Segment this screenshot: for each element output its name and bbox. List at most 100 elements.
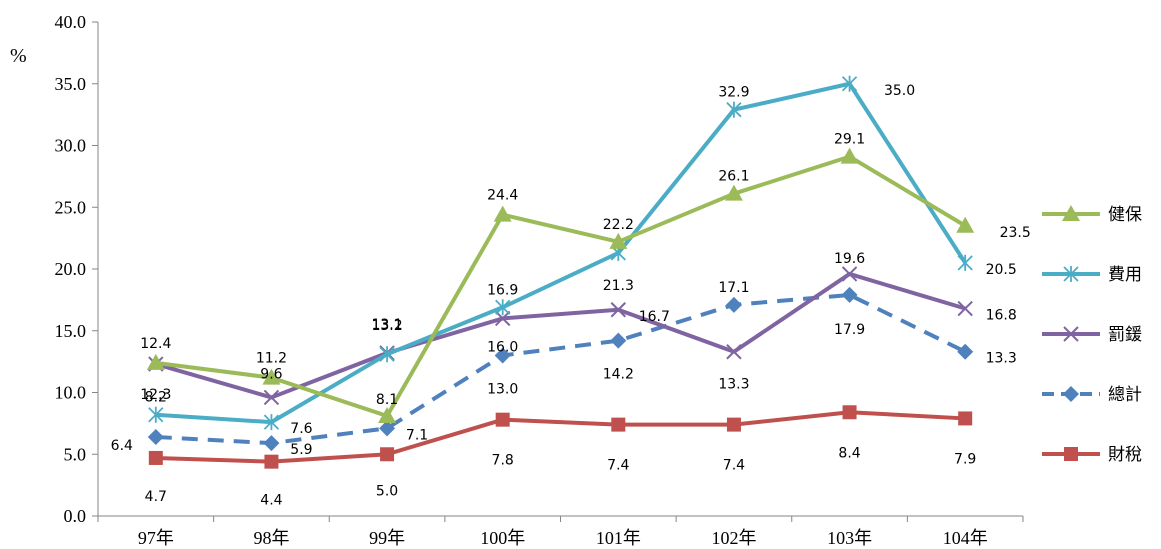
data-point bbox=[263, 389, 280, 406]
data-label: 4.4 bbox=[260, 493, 282, 509]
data-point bbox=[147, 428, 164, 445]
data-label: 12.3 bbox=[140, 387, 171, 403]
data-point bbox=[262, 368, 281, 385]
legend-label: 財稅 bbox=[1108, 445, 1142, 465]
data-label: 7.4 bbox=[607, 458, 629, 474]
series-line bbox=[155, 154, 967, 418]
data-point bbox=[957, 300, 973, 317]
data-label: 16.0 bbox=[487, 339, 518, 355]
series-lines bbox=[146, 75, 975, 469]
data-label: 13.1 bbox=[371, 317, 402, 333]
data-labels: 12.4 11.2 8.1 24.4 22.2 26.1 29.1 23.5 8.2 7.6 13.… bbox=[111, 83, 1031, 509]
data-label: 7.9 bbox=[954, 451, 976, 467]
data-point bbox=[148, 406, 164, 423]
data-label: 5.9 bbox=[290, 442, 312, 458]
data-label: 12.4 bbox=[140, 336, 171, 352]
x-tick-label: 97年 bbox=[138, 528, 174, 548]
legend-marker bbox=[1063, 266, 1079, 282]
y-tick-label: 5.0 bbox=[64, 444, 87, 464]
data-point bbox=[957, 343, 974, 360]
y-tick-label: 0.0 bbox=[64, 506, 87, 526]
series-0 bbox=[146, 147, 975, 423]
x-tick-label: 104年 bbox=[943, 528, 988, 548]
legend-label: 罰鍰 bbox=[1108, 325, 1142, 345]
data-label: 5.0 bbox=[376, 483, 398, 499]
x-tick-label: 102年 bbox=[711, 528, 756, 548]
data-point bbox=[263, 414, 280, 431]
series-1 bbox=[148, 75, 973, 431]
data-point bbox=[957, 254, 973, 271]
data-point bbox=[724, 184, 743, 201]
axes: 0.0 5.0 10.0 15.0 20.0 25.0 30.0 35.0 40.0% 97年 98… bbox=[10, 12, 1024, 548]
data-label: 13.3 bbox=[718, 377, 749, 393]
data-point bbox=[842, 405, 857, 420]
data-point bbox=[493, 205, 512, 222]
data-label: 8.2 bbox=[145, 390, 167, 406]
x-tick-label: 101年 bbox=[596, 528, 641, 548]
data-label: 17.9 bbox=[834, 322, 865, 338]
data-point bbox=[264, 454, 279, 469]
series-line bbox=[155, 410, 966, 464]
data-point bbox=[495, 299, 511, 316]
data-label: 16.8 bbox=[986, 308, 1017, 324]
data-label: 19.6 bbox=[834, 251, 865, 267]
data-point bbox=[263, 435, 280, 452]
data-label: 21.3 bbox=[603, 278, 634, 294]
data-label: 7.6 bbox=[290, 421, 312, 437]
y-tick-label: 15.0 bbox=[55, 321, 87, 341]
data-label: 6.4 bbox=[111, 438, 133, 454]
data-label: 13.3 bbox=[986, 351, 1017, 367]
data-label: 13.0 bbox=[487, 381, 518, 397]
data-label: 24.4 bbox=[487, 188, 518, 204]
data-point bbox=[726, 344, 742, 360]
data-label: 26.1 bbox=[718, 169, 749, 185]
data-point bbox=[380, 447, 395, 462]
y-tick-label: 10.0 bbox=[55, 383, 87, 403]
data-label: 9.6 bbox=[260, 366, 282, 382]
data-point bbox=[726, 101, 742, 118]
data-label: 23.5 bbox=[1000, 225, 1031, 241]
data-label: 16.9 bbox=[487, 282, 518, 298]
data-label: 8.1 bbox=[376, 392, 398, 408]
data-label: 8.4 bbox=[838, 445, 860, 461]
legend-item: 罰鍰 bbox=[1042, 325, 1142, 345]
legend-marker bbox=[1062, 205, 1080, 221]
x-tick-label: 98年 bbox=[253, 528, 289, 548]
data-point bbox=[146, 353, 165, 370]
data-point bbox=[610, 332, 627, 349]
legend-label: 健保 bbox=[1108, 205, 1142, 225]
y-axis-unit: % bbox=[10, 45, 27, 67]
data-label: 16.7 bbox=[639, 309, 670, 325]
legend-marker bbox=[1063, 386, 1079, 402]
data-label: 22.2 bbox=[603, 217, 634, 233]
data-point bbox=[726, 417, 741, 432]
x-tick-label: 99年 bbox=[369, 528, 405, 548]
data-point bbox=[841, 286, 858, 303]
data-point bbox=[495, 412, 510, 427]
x-tick-label: 100年 bbox=[480, 528, 525, 548]
data-point bbox=[956, 216, 975, 233]
data-label: 14.2 bbox=[603, 367, 634, 383]
data-label: 7.1 bbox=[406, 427, 428, 443]
legend-label: 總計 bbox=[1108, 385, 1142, 405]
y-tick-label: 20.0 bbox=[55, 259, 87, 279]
data-point bbox=[379, 420, 396, 437]
data-point bbox=[725, 296, 742, 313]
legend-item: 總計 bbox=[1042, 385, 1142, 405]
legend-item: 財稅 bbox=[1042, 445, 1142, 465]
legend-marker bbox=[1063, 326, 1079, 342]
data-point bbox=[611, 417, 626, 432]
data-point bbox=[494, 347, 511, 364]
data-point bbox=[379, 346, 395, 363]
series-line bbox=[155, 292, 967, 446]
data-point bbox=[378, 406, 397, 423]
data-label: 13.2 bbox=[371, 318, 402, 334]
data-point bbox=[841, 75, 858, 92]
data-point bbox=[494, 310, 511, 327]
data-point bbox=[609, 232, 628, 249]
data-label: 7.4 bbox=[723, 458, 745, 474]
data-label: 4.7 bbox=[145, 489, 167, 505]
data-label: 11.2 bbox=[256, 351, 287, 367]
